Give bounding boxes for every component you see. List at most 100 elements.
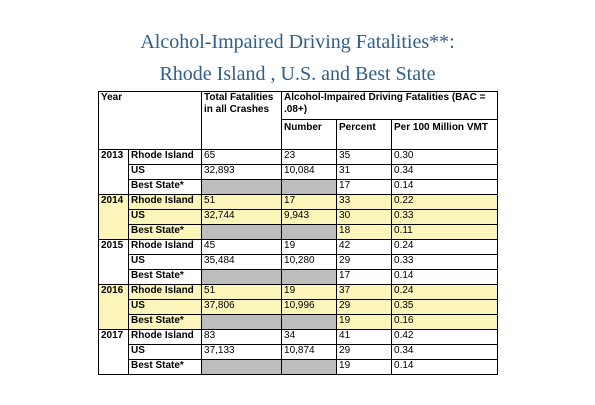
number-cell [281,359,338,375]
state-cell: Rhode Island [127,149,203,165]
total-fatalities-cell [201,269,283,285]
table-row: 2014 Rhode Island 51 17 33 0.22 [98,194,499,240]
table-row: US 37,806 10,996 29 0.35 [99,299,499,315]
percent-cell: 30 [336,209,393,225]
table-row: US 32,893 10,084 31 0.34 [99,164,499,180]
per-100m-vmt-cell: 0.34 [391,344,499,360]
number-cell [281,314,338,330]
total-fatalities-cell: 51 [201,284,283,300]
per-100m-vmt-cell: 0.33 [391,254,499,270]
year-cell: 2016 [98,284,129,330]
state-cell: US [127,299,203,315]
header-alcohol-impaired: Alcohol-Impaired Driving Fatalities (BAC… [281,91,499,120]
state-cell: Best State* [127,314,203,330]
state-cell: Best State* [127,224,203,240]
per-100m-vmt-cell: 0.14 [391,359,499,375]
per-100m-vmt-cell: 0.42 [391,329,499,345]
table-row: Best State* 18 0.11 [99,224,499,240]
page-title: Alcohol-Impaired Driving Fatalities**: [140,31,455,53]
per-100m-vmt-cell: 0.33 [391,209,499,225]
percent-cell: 19 [336,314,393,330]
number-cell: 19 [281,284,338,300]
number-cell: 9,943 [281,209,338,225]
per-100m-vmt-cell: 0.11 [391,224,499,240]
number-cell [281,224,338,240]
percent-cell: 37 [336,284,393,300]
total-fatalities-cell: 37,133 [201,344,283,360]
state-cell: Rhode Island [127,194,203,210]
percent-cell: 19 [336,359,393,375]
year-cell: 2014 [98,194,129,240]
year-cell: 2013 [98,149,129,195]
state-cell: Best State* [127,359,203,375]
percent-cell: 18 [336,224,393,240]
percent-cell: 33 [336,194,393,210]
state-cell: US [127,209,203,225]
table-row: 2015 Rhode Island 45 19 42 0.24 [98,239,499,285]
header-total-fatalities: Total Fatalities in all Crashes [201,91,283,150]
page-subtitle: Rhode Island , U.S. and Best State [159,63,436,85]
total-fatalities-cell: 32,893 [201,164,283,180]
percent-cell: 17 [336,179,393,195]
total-fatalities-cell [201,224,283,240]
table-row: 2016 Rhode Island 51 19 37 0.24 [98,284,499,330]
state-cell: US [127,254,203,270]
state-cell: Rhode Island [127,329,203,345]
percent-cell: 42 [336,239,393,255]
per-100m-vmt-cell: 0.22 [391,194,499,210]
table-header-row: Year Total Fatalities in all Crashes Alc… [97,91,499,150]
state-cell: Best State* [127,179,203,195]
number-cell: 10,084 [281,164,338,180]
fatalities-table: Year Total Fatalities in all Crashes Alc… [97,91,499,375]
table-row: US 37,133 10,874 29 0.34 [99,344,499,360]
percent-cell: 17 [336,269,393,285]
per-100m-vmt-cell: 0.35 [391,299,499,315]
per-100m-vmt-cell: 0.24 [391,239,499,255]
state-cell: Best State* [127,269,203,285]
year-cell: 2015 [98,239,129,285]
per-100m-vmt-cell: 0.16 [391,314,499,330]
per-100m-vmt-cell: 0.14 [391,179,499,195]
percent-cell: 29 [336,254,393,270]
number-cell: 23 [281,149,338,165]
table-row: US 35,484 10,280 29 0.33 [99,254,499,270]
table-row: Best State* 17 0.14 [99,179,499,195]
header-number: Number [281,119,338,150]
table-row: US 32,744 9,943 30 0.33 [99,209,499,225]
total-fatalities-cell: 35,484 [201,254,283,270]
table-row: Best State* 17 0.14 [99,269,499,285]
total-fatalities-cell [201,179,283,195]
year-cell: 2017 [98,329,129,375]
number-cell: 19 [281,239,338,255]
number-cell: 10,280 [281,254,338,270]
per-100m-vmt-cell: 0.14 [391,269,499,285]
state-cell: Rhode Island [127,284,203,300]
state-cell: US [127,344,203,360]
percent-cell: 29 [336,344,393,360]
number-cell [281,179,338,195]
number-cell: 34 [281,329,338,345]
total-fatalities-cell [201,314,283,330]
number-cell [281,269,338,285]
per-100m-vmt-cell: 0.34 [391,164,499,180]
total-fatalities-cell: 32,744 [201,209,283,225]
state-cell: US [127,164,203,180]
total-fatalities-cell: 83 [201,329,283,345]
per-100m-vmt-cell: 0.30 [391,149,499,165]
header-percent: Percent [336,119,393,150]
header-per-100m-vmt: Per 100 Million VMT [391,119,499,150]
percent-cell: 35 [336,149,393,165]
per-100m-vmt-cell: 0.24 [391,284,499,300]
number-cell: 10,874 [281,344,338,360]
state-cell: Rhode Island [127,239,203,255]
total-fatalities-cell: 37,806 [201,299,283,315]
number-cell: 17 [281,194,338,210]
number-cell: 10,996 [281,299,338,315]
table-row: Best State* 19 0.16 [99,314,499,330]
table-row: 2017 Rhode Island 83 34 41 0.42 [98,329,499,375]
percent-cell: 29 [336,299,393,315]
table-row: 2013 Rhode Island 65 23 35 0.30 [98,149,499,195]
total-fatalities-cell: 51 [201,194,283,210]
percent-cell: 41 [336,329,393,345]
table-row: Best State* 19 0.14 [99,359,499,375]
